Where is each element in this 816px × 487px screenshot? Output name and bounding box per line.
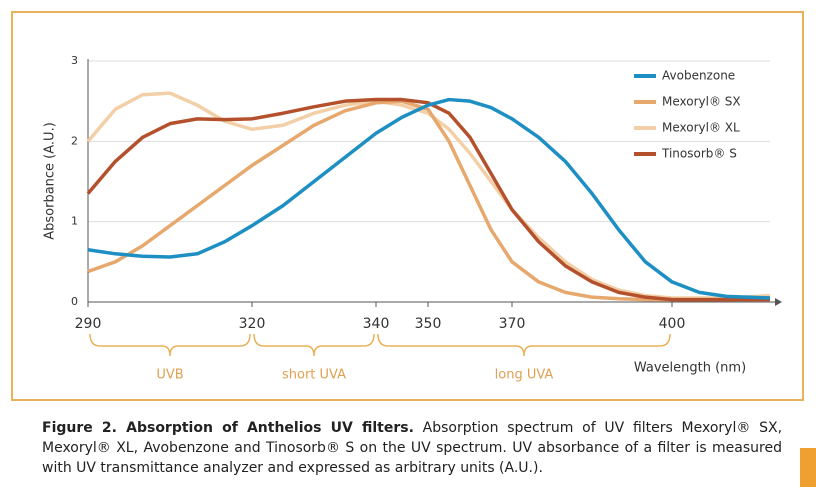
frame — [11, 11, 804, 401]
corner-block — [800, 448, 816, 487]
band-label: short UVA — [282, 368, 346, 383]
caption: Figure 2. Absorption of Anthelios UV fil… — [42, 418, 782, 478]
legend-label: Tinosorb® S — [661, 147, 737, 161]
legend-label: Mexoryl® XL — [662, 121, 740, 135]
band-bracket — [253, 333, 375, 357]
legend-label: Mexoryl® SX — [662, 95, 741, 109]
x-tick-label: 290 — [75, 316, 102, 332]
series-line — [86, 97, 770, 302]
legend-label: Avobenzone — [662, 69, 735, 83]
caption-box: Figure 2. Absorption of Anthelios UV fil… — [42, 418, 782, 478]
y-tick-label: 3 — [71, 54, 78, 67]
band-bracket — [89, 333, 251, 357]
x-tick-label: 340 — [363, 316, 390, 332]
band-label: UVB — [156, 368, 183, 383]
band-label: long UVA — [495, 368, 554, 383]
y-axis-label: Absorbance (A.U.) — [43, 122, 58, 240]
x-tick-label: 320 — [239, 316, 266, 332]
x-axis-arrow — [775, 298, 782, 306]
x-tick-label: 370 — [499, 316, 526, 332]
x-tick-label: 400 — [659, 316, 686, 332]
caption-bold: Figure 2. Absorption of Anthelios UV fil… — [42, 420, 414, 436]
x-tick-label: 350 — [415, 316, 442, 332]
y-tick-label: 1 — [71, 215, 78, 228]
x-axis-label: Wavelength (nm) — [634, 361, 746, 376]
band-bracket — [377, 333, 671, 357]
y-tick-label: 2 — [71, 134, 78, 147]
caption-text: Absorption spectrum of UV filters Mexory… — [42, 420, 782, 476]
series-line — [87, 99, 771, 302]
y-tick-label: 0 — [71, 295, 78, 308]
series-line — [87, 97, 771, 300]
